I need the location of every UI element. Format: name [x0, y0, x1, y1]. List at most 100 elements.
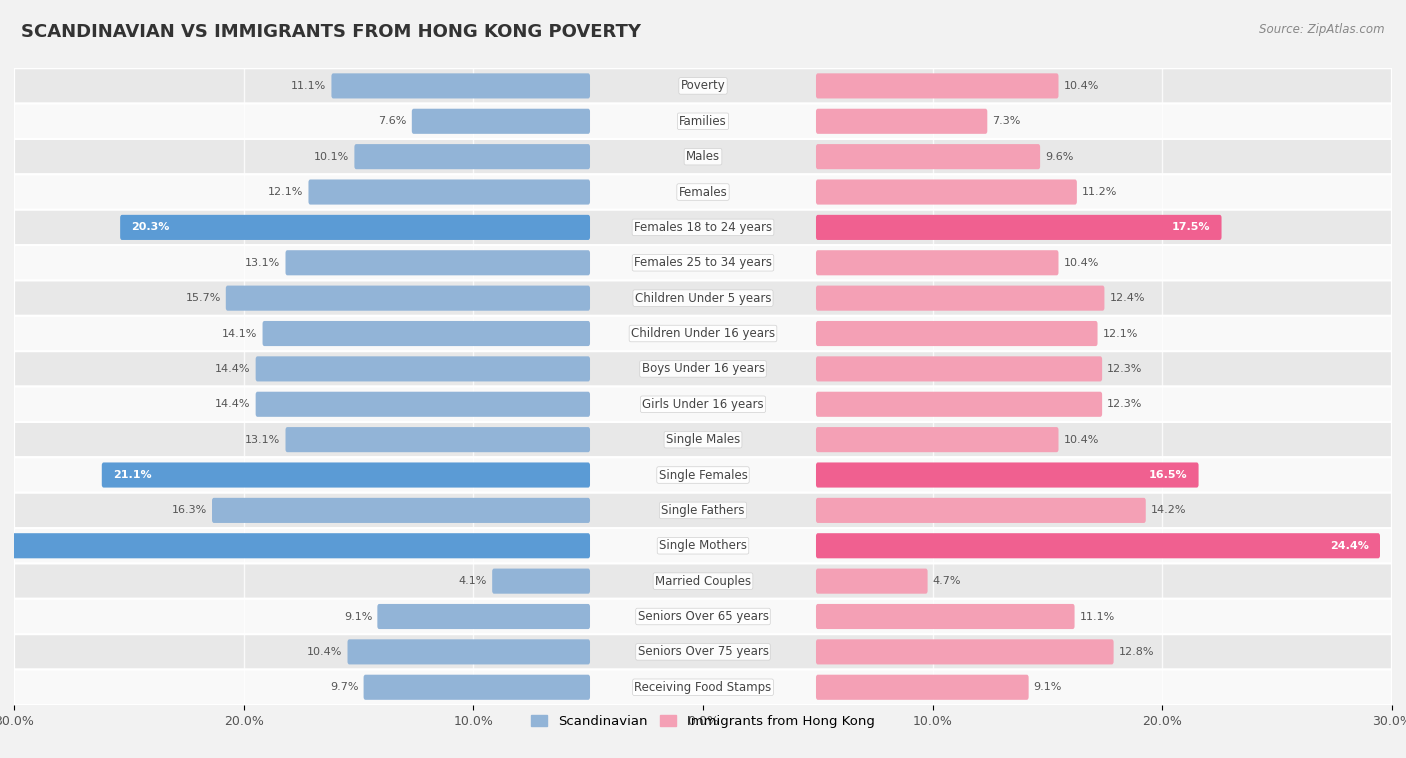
FancyBboxPatch shape	[256, 392, 591, 417]
Text: 14.4%: 14.4%	[215, 399, 250, 409]
Text: Children Under 16 years: Children Under 16 years	[631, 327, 775, 340]
Text: 24.4%: 24.4%	[1330, 540, 1369, 551]
Text: 13.1%: 13.1%	[245, 434, 280, 445]
FancyBboxPatch shape	[101, 462, 591, 487]
Legend: Scandinavian, Immigrants from Hong Kong: Scandinavian, Immigrants from Hong Kong	[526, 709, 880, 733]
FancyBboxPatch shape	[308, 180, 591, 205]
Text: 21.1%: 21.1%	[112, 470, 152, 480]
FancyBboxPatch shape	[347, 639, 591, 665]
Text: 4.7%: 4.7%	[932, 576, 962, 586]
FancyBboxPatch shape	[14, 139, 1392, 174]
Text: 11.1%: 11.1%	[291, 81, 326, 91]
FancyBboxPatch shape	[815, 568, 928, 594]
FancyBboxPatch shape	[14, 457, 1392, 493]
FancyBboxPatch shape	[354, 144, 591, 169]
Text: 14.2%: 14.2%	[1152, 506, 1187, 515]
Text: Females 18 to 24 years: Females 18 to 24 years	[634, 221, 772, 234]
Text: Children Under 5 years: Children Under 5 years	[634, 292, 772, 305]
Text: 12.8%: 12.8%	[1119, 647, 1154, 657]
Text: Girls Under 16 years: Girls Under 16 years	[643, 398, 763, 411]
Text: 12.4%: 12.4%	[1109, 293, 1144, 303]
Text: 14.4%: 14.4%	[215, 364, 250, 374]
FancyBboxPatch shape	[14, 174, 1392, 210]
FancyBboxPatch shape	[815, 604, 1074, 629]
Text: 10.1%: 10.1%	[314, 152, 349, 161]
FancyBboxPatch shape	[815, 356, 1102, 381]
Text: 7.3%: 7.3%	[993, 116, 1021, 127]
FancyBboxPatch shape	[377, 604, 591, 629]
FancyBboxPatch shape	[14, 104, 1392, 139]
Text: 16.3%: 16.3%	[172, 506, 207, 515]
FancyBboxPatch shape	[14, 634, 1392, 669]
Text: 9.6%: 9.6%	[1045, 152, 1074, 161]
Text: 10.4%: 10.4%	[1063, 434, 1099, 445]
Text: SCANDINAVIAN VS IMMIGRANTS FROM HONG KONG POVERTY: SCANDINAVIAN VS IMMIGRANTS FROM HONG KON…	[21, 23, 641, 41]
FancyBboxPatch shape	[0, 533, 591, 559]
FancyBboxPatch shape	[14, 422, 1392, 457]
Text: 20.3%: 20.3%	[131, 222, 170, 233]
Text: 9.1%: 9.1%	[344, 612, 373, 622]
Text: 13.1%: 13.1%	[245, 258, 280, 268]
FancyBboxPatch shape	[492, 568, 591, 594]
FancyBboxPatch shape	[815, 180, 1077, 205]
FancyBboxPatch shape	[364, 675, 591, 700]
Text: Single Females: Single Females	[658, 468, 748, 481]
Text: Males: Males	[686, 150, 720, 163]
Text: 16.5%: 16.5%	[1149, 470, 1188, 480]
Text: 17.5%: 17.5%	[1173, 222, 1211, 233]
Text: Boys Under 16 years: Boys Under 16 years	[641, 362, 765, 375]
FancyBboxPatch shape	[14, 563, 1392, 599]
Text: 12.1%: 12.1%	[269, 187, 304, 197]
Text: 7.6%: 7.6%	[378, 116, 406, 127]
FancyBboxPatch shape	[120, 215, 591, 240]
FancyBboxPatch shape	[815, 74, 1059, 99]
FancyBboxPatch shape	[815, 286, 1105, 311]
FancyBboxPatch shape	[815, 498, 1146, 523]
Text: 10.4%: 10.4%	[1063, 81, 1099, 91]
Text: Receiving Food Stamps: Receiving Food Stamps	[634, 681, 772, 694]
Text: 12.3%: 12.3%	[1107, 399, 1143, 409]
FancyBboxPatch shape	[256, 356, 591, 381]
FancyBboxPatch shape	[815, 321, 1098, 346]
FancyBboxPatch shape	[14, 669, 1392, 705]
FancyBboxPatch shape	[815, 144, 1040, 169]
Text: Source: ZipAtlas.com: Source: ZipAtlas.com	[1260, 23, 1385, 36]
Text: Females: Females	[679, 186, 727, 199]
FancyBboxPatch shape	[226, 286, 591, 311]
FancyBboxPatch shape	[815, 108, 987, 134]
Text: Seniors Over 75 years: Seniors Over 75 years	[637, 645, 769, 659]
Text: Poverty: Poverty	[681, 80, 725, 92]
Text: 14.1%: 14.1%	[222, 328, 257, 339]
Text: Seniors Over 65 years: Seniors Over 65 years	[637, 610, 769, 623]
Text: 12.3%: 12.3%	[1107, 364, 1143, 374]
FancyBboxPatch shape	[14, 387, 1392, 422]
Text: 4.1%: 4.1%	[458, 576, 486, 586]
FancyBboxPatch shape	[14, 316, 1392, 351]
FancyBboxPatch shape	[14, 599, 1392, 634]
Text: 15.7%: 15.7%	[186, 293, 221, 303]
Text: 11.2%: 11.2%	[1083, 187, 1118, 197]
FancyBboxPatch shape	[14, 528, 1392, 563]
FancyBboxPatch shape	[412, 108, 591, 134]
Text: Single Fathers: Single Fathers	[661, 504, 745, 517]
FancyBboxPatch shape	[815, 675, 1029, 700]
FancyBboxPatch shape	[815, 533, 1381, 559]
FancyBboxPatch shape	[14, 280, 1392, 316]
Text: 9.7%: 9.7%	[330, 682, 359, 692]
FancyBboxPatch shape	[212, 498, 591, 523]
Text: 9.1%: 9.1%	[1033, 682, 1062, 692]
Text: Married Couples: Married Couples	[655, 575, 751, 587]
FancyBboxPatch shape	[815, 427, 1059, 453]
Text: Single Mothers: Single Mothers	[659, 539, 747, 553]
FancyBboxPatch shape	[815, 250, 1059, 275]
Text: Females 25 to 34 years: Females 25 to 34 years	[634, 256, 772, 269]
FancyBboxPatch shape	[14, 245, 1392, 280]
Text: 11.1%: 11.1%	[1080, 612, 1115, 622]
FancyBboxPatch shape	[815, 639, 1114, 665]
FancyBboxPatch shape	[14, 68, 1392, 104]
FancyBboxPatch shape	[815, 462, 1198, 487]
FancyBboxPatch shape	[263, 321, 591, 346]
FancyBboxPatch shape	[14, 493, 1392, 528]
FancyBboxPatch shape	[14, 351, 1392, 387]
FancyBboxPatch shape	[285, 250, 591, 275]
